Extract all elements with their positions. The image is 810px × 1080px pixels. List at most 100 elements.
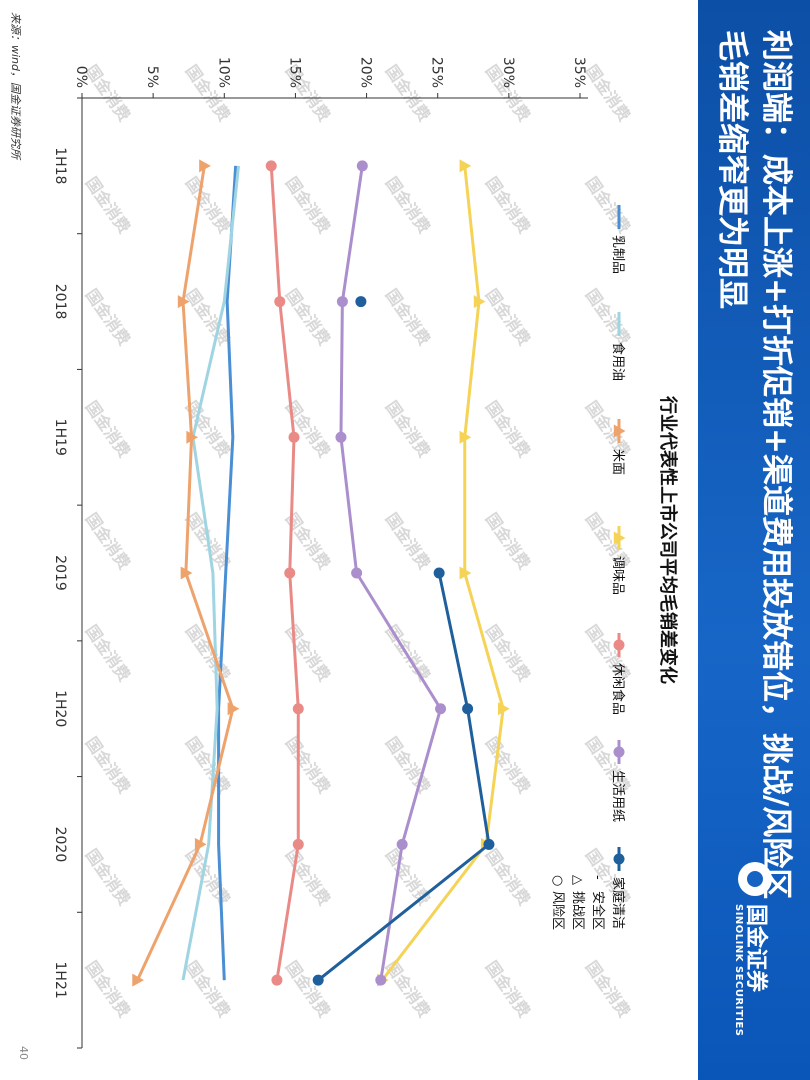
watermark-text: 国金消费	[382, 509, 434, 572]
data-point-circle	[613, 853, 625, 865]
watermark-text: 国金消费	[82, 173, 134, 236]
data-point-circle	[335, 431, 347, 443]
chart-title: 行业代表性上市公司平均毛销差变化	[657, 395, 679, 684]
x-tick-label: 1H19	[52, 419, 68, 456]
watermark-text: 国金消费	[82, 957, 134, 1020]
data-point-circle	[336, 296, 348, 308]
legend-item: 米面	[610, 419, 626, 475]
data-point-circle	[265, 160, 277, 172]
data-point-triangle	[459, 159, 472, 173]
watermark-text: 国金消费	[82, 285, 134, 348]
watermark-text: 国金消费	[282, 285, 334, 348]
zone-legend-symbol: -	[590, 875, 605, 880]
data-point-circle	[435, 703, 447, 715]
data-point-triangle	[613, 424, 626, 438]
data-point-circle	[375, 974, 387, 986]
source-note: 来源：wind，国金证券研究所	[9, 12, 22, 160]
watermark-text: 国金消费	[482, 173, 534, 236]
watermark-text: 国金消费	[82, 621, 134, 684]
legend-item: 家庭清洁	[610, 847, 626, 929]
zone-legend-label: 风险区	[550, 891, 565, 930]
watermark-text: 国金消费	[382, 845, 434, 908]
watermark-text: 国金消费	[582, 957, 634, 1020]
y-tick-label: 15%	[286, 57, 302, 88]
data-point-triangle	[459, 430, 472, 444]
x-tick-label: 1H18	[52, 147, 68, 184]
zone-legend-symbol: △	[570, 875, 585, 885]
data-point-triangle	[199, 159, 211, 173]
watermark-text: 国金消费	[582, 61, 634, 124]
watermark-text: 国金消费	[182, 957, 234, 1020]
watermark-text: 国金消费	[382, 285, 434, 348]
watermark-text: 国金消费	[382, 397, 434, 460]
data-point-triangle	[180, 566, 193, 580]
y-tick-label: 10%	[215, 57, 231, 88]
data-point-triangle	[459, 566, 472, 580]
page-number: 40	[17, 1046, 30, 1060]
data-point-circle	[355, 296, 367, 308]
y-tick-label: 35%	[571, 57, 587, 88]
data-point-circle	[396, 838, 408, 850]
watermark-text: 国金消费	[482, 957, 534, 1020]
data-point-circle	[483, 838, 495, 850]
watermark-text: 国金消费	[482, 845, 534, 908]
data-point-triangle	[177, 295, 190, 309]
watermark-text: 国金消费	[82, 733, 134, 796]
legend-item: 调味品	[610, 526, 626, 595]
x-tick-label: 2018	[52, 284, 68, 320]
x-tick-label: 1H21	[52, 962, 68, 999]
watermark-text: 国金消费	[382, 173, 434, 236]
watermark-text: 国金消费	[282, 173, 334, 236]
legend-item: 乳制品	[610, 205, 625, 274]
series-line	[217, 165, 238, 981]
y-tick-label: 30%	[500, 57, 516, 88]
watermark-text: 国金消费	[582, 397, 634, 460]
watermark-text: 国金消费	[482, 397, 534, 460]
data-point-triangle	[186, 430, 199, 444]
watermark-text: 国金消费	[582, 621, 634, 684]
chart-series	[132, 159, 510, 987]
data-point-triangle	[194, 837, 207, 851]
watermark-text: 国金消费	[82, 397, 134, 460]
watermark-text: 国金消费	[182, 733, 234, 796]
series-食用油	[181, 165, 241, 981]
data-point-circle	[312, 974, 324, 986]
legend-label: 休闲食品	[610, 663, 626, 715]
data-point-circle	[433, 567, 445, 579]
zone-legend-label: 挑战区	[570, 891, 585, 930]
watermark-text: 国金消费	[482, 509, 534, 572]
zone-legend-label: 安全区	[590, 891, 606, 930]
watermark-text: 国金消费	[482, 733, 534, 796]
data-point-circle	[274, 296, 286, 308]
x-tick-label: 1H20	[52, 690, 68, 727]
series-生活用纸	[335, 160, 447, 986]
legend-item: 休闲食品	[610, 633, 626, 715]
watermark-text: 国金消费	[182, 621, 234, 684]
data-point-circle	[292, 838, 304, 850]
data-point-triangle	[132, 973, 144, 987]
legend-item: 食用油	[610, 312, 626, 381]
watermark-text: 国金消费	[282, 957, 334, 1020]
data-point-circle	[462, 703, 474, 715]
data-point-circle	[284, 567, 296, 579]
series-米面	[132, 159, 240, 987]
data-point-triangle	[473, 295, 486, 309]
watermark-text: 国金消费	[82, 509, 134, 572]
watermark-text: 国金消费	[282, 733, 334, 796]
series-休闲食品	[265, 160, 304, 986]
y-tick-label: 20%	[358, 57, 374, 88]
series-乳制品	[217, 165, 238, 981]
zone-legend-symbol: ○	[550, 875, 565, 886]
watermark-text: 国金消费	[482, 285, 534, 348]
legend-label: 家庭清洁	[610, 877, 626, 929]
watermark-text: 国金消费	[382, 61, 434, 124]
data-point-triangle	[227, 702, 240, 716]
data-point-circle	[271, 974, 283, 986]
data-point-circle	[613, 746, 625, 758]
legend-label: 乳制品	[610, 235, 625, 274]
watermark-text: 国金消费	[582, 173, 634, 236]
watermark-text: 国金消费	[82, 61, 134, 124]
